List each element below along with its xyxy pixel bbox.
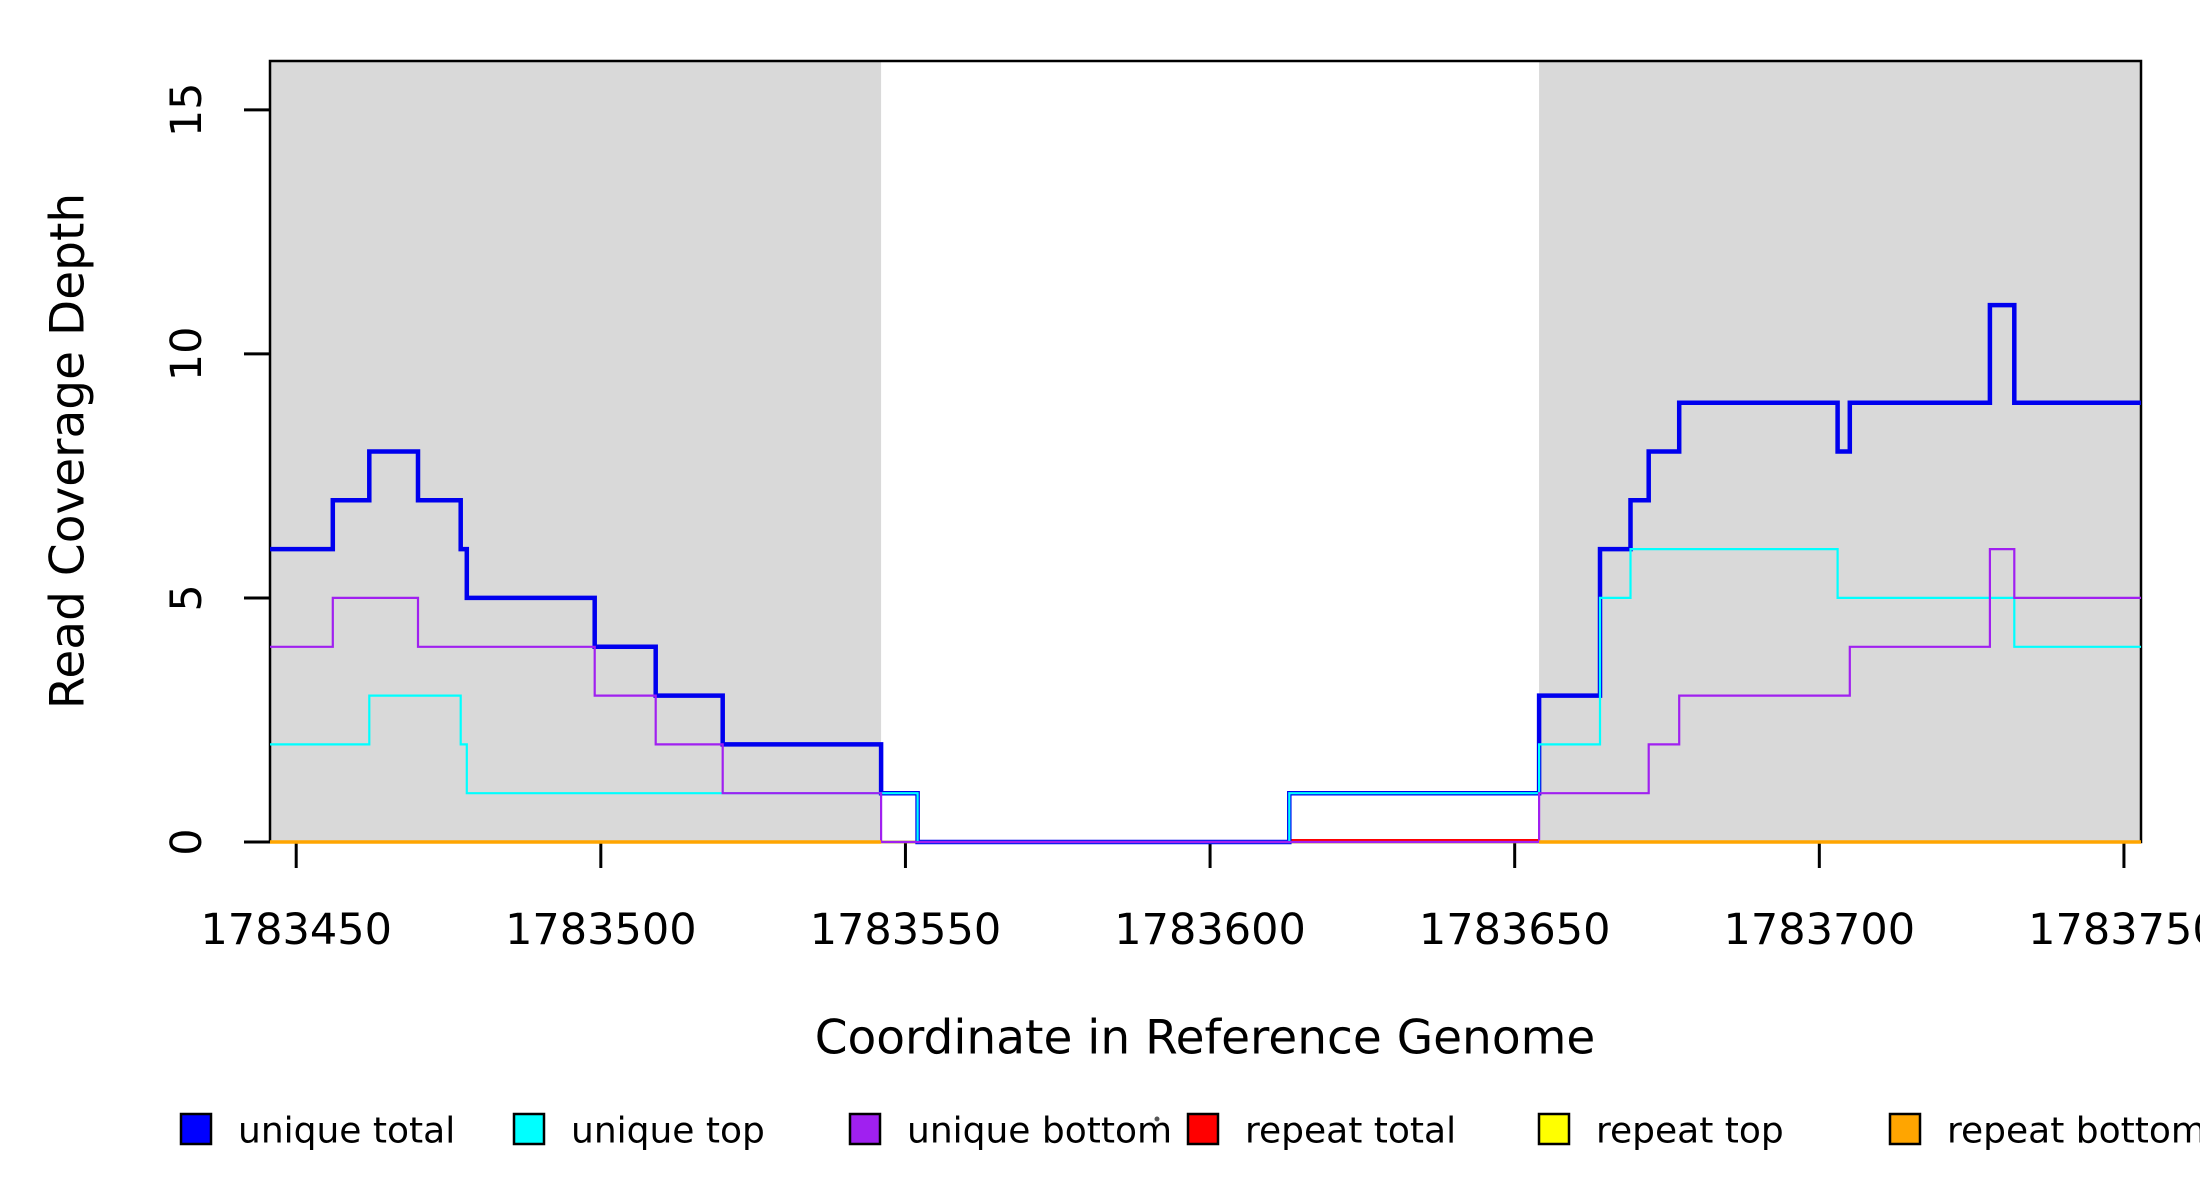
y-axis-title: Read Coverage Depth [41,193,96,709]
y-tick-label: 10 [162,327,212,382]
legend-item-repeat-bottom: repeat bottom [1888,1111,2200,1152]
x-axis-title: Coordinate in Reference Genome [815,1011,1596,1066]
series-unique-top-line [270,547,2141,844]
x-tick-label: 1783700 [1724,905,1916,955]
x-tick-label: 1783500 [505,905,697,955]
legend-swatch-repeat-top-icon [1537,1112,1571,1146]
legend-item-unique-total: unique total [179,1111,455,1152]
x-tick-label: 1783450 [200,905,392,955]
legend-label-unique-top: unique top [571,1111,765,1152]
left-gray-region [270,61,882,842]
legend-label-repeat-bottom: repeat bottom [1947,1111,2200,1152]
x-tick-label: 1783650 [1419,905,1611,955]
x-axis: 1783450 1783500 1783550 1783600 1783650 17837… [200,842,2200,955]
y-axis: 0 5 10 15 [162,82,270,856]
y-tick-label: 15 [162,82,212,137]
legend: unique total unique top unique bottom repea… [179,1111,2200,1152]
legend-label-repeat-top: repeat top [1596,1111,1784,1152]
legend-item-repeat-top: repeat top [1537,1111,1784,1152]
y-tick-label: 0 [162,828,212,855]
legend-swatch-unique-top-icon [512,1112,546,1146]
legend-swatch-repeat-bottom-icon [1888,1112,1922,1146]
legend-item-unique-top: unique top [512,1111,765,1152]
series-unique-bottom-line [270,547,2141,844]
x-tick-label: 1783600 [1114,905,1306,955]
y-tick-label: 5 [162,584,212,611]
legend-label-unique-total: unique total [238,1111,455,1152]
legend-item-repeat-total: repeat total [1186,1111,1456,1152]
legend-swatch-repeat-total-icon [1186,1112,1220,1146]
legend-swatch-unique-bottom-icon [848,1112,882,1146]
x-tick-label: 1783550 [810,905,1002,955]
legend-item-unique-bottom: unique bottom [848,1111,1172,1152]
legend-label-repeat-total: repeat total [1245,1111,1456,1152]
stray-dot-artifact [1154,1116,1160,1122]
legend-label-unique-bottom: unique bottom [907,1111,1172,1152]
legend-swatch-unique-total-icon [179,1112,213,1146]
